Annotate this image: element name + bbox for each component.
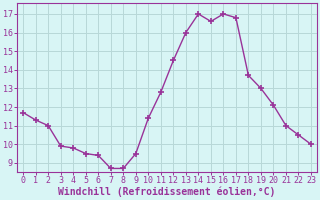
X-axis label: Windchill (Refroidissement éolien,°C): Windchill (Refroidissement éolien,°C) (58, 187, 276, 197)
